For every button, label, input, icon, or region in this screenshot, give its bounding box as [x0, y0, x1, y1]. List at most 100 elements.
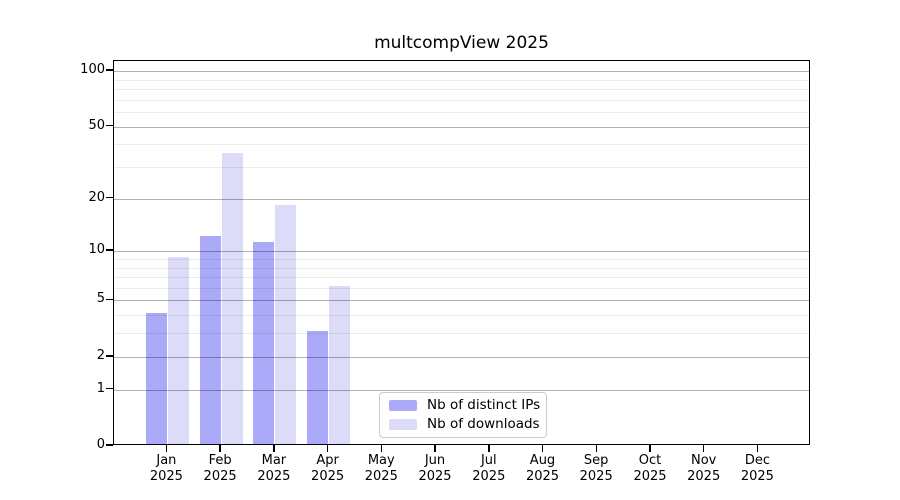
month-name-sep: Sep — [583, 453, 609, 468]
x-tick-oct — [649, 445, 651, 452]
x-tick-label-aug: Aug 2025 — [515, 453, 571, 484]
month-year-mar: 2025 — [257, 468, 291, 484]
month-name-oct: Oct — [638, 453, 662, 468]
gridline-minor-40 — [114, 144, 809, 146]
month-year-sep: 2025 — [579, 468, 613, 484]
gridline-minor-90 — [114, 79, 809, 81]
y-tick-1 — [106, 387, 113, 390]
month-year-jun: 2025 — [418, 468, 452, 484]
month-year-feb: 2025 — [203, 468, 237, 484]
month-name-aug: Aug — [529, 453, 556, 468]
y-tick-label-50: 50 — [88, 117, 105, 133]
x-tick-label-jul: Jul 2025 — [461, 453, 517, 484]
x-tick-label-sep: Sep 2025 — [568, 453, 624, 484]
bar-nb-of-downloads-jan — [167, 256, 189, 444]
legend-swatch-distinct-ips — [389, 400, 417, 411]
x-tick-label-jun: Jun 2025 — [407, 453, 463, 484]
month-year-jan: 2025 — [149, 468, 183, 484]
month-name-dec: Dec — [744, 453, 770, 468]
x-tick-label-dec: Dec 2025 — [729, 453, 785, 484]
month-name-nov: Nov — [691, 453, 717, 468]
month-year-apr: 2025 — [311, 468, 345, 484]
gridline-minor-4 — [114, 315, 809, 317]
x-tick-mar — [273, 445, 275, 452]
gridline-minor-70 — [114, 99, 809, 101]
x-tick-aug — [541, 445, 544, 452]
gridline-minor-60 — [114, 112, 809, 113]
month-year-dec: 2025 — [740, 468, 774, 484]
y-tick-0 — [106, 444, 113, 446]
x-tick-label-oct: Oct 2025 — [622, 453, 678, 484]
plot-area: Nb of distinct IPs Nb of downloads — [113, 60, 810, 445]
bar-nb-of-distinct-ips-feb — [199, 235, 221, 444]
month-name-may: May — [367, 453, 395, 468]
x-tick-label-may: May 2025 — [353, 453, 409, 484]
y-tick-10 — [106, 249, 113, 251]
legend-item-distinct-ips: Nb of distinct IPs — [389, 397, 541, 413]
x-tick-label-feb: Feb 2025 — [192, 453, 248, 484]
y-tick-50 — [106, 124, 113, 127]
month-year-nov: 2025 — [687, 468, 721, 484]
month-year-oct: 2025 — [633, 468, 667, 484]
bar-nb-of-distinct-ips-apr — [307, 331, 329, 444]
y-tick-label-20: 20 — [88, 189, 105, 205]
gridline-minor-30 — [114, 167, 809, 168]
y-tick-label-2: 2 — [96, 347, 105, 363]
month-year-may: 2025 — [364, 468, 398, 484]
x-tick-label-apr: Apr 2025 — [300, 453, 356, 484]
chart-title: multcompView 2025 — [374, 33, 549, 53]
month-name-jul: Jul — [480, 453, 497, 468]
y-tick-100 — [106, 69, 113, 71]
month-name-feb: Feb — [208, 453, 232, 468]
x-tick-feb — [219, 445, 221, 452]
y-tick-20 — [106, 196, 113, 199]
gridline-minor-8 — [114, 267, 809, 269]
gridline-minor-7 — [114, 277, 809, 278]
legend-label-downloads: Nb of downloads — [427, 416, 540, 432]
y-tick-label-0: 0 — [96, 437, 105, 452]
month-year-aug: 2025 — [525, 468, 560, 484]
bar-nb-of-distinct-ips-jan — [145, 313, 167, 444]
bar-nb-of-downloads-apr — [329, 285, 351, 444]
y-tick-2 — [106, 355, 113, 357]
legend-label-distinct-ips: Nb of distinct IPs — [427, 397, 541, 413]
x-tick-dec — [756, 445, 759, 452]
gridline-major-20 — [114, 198, 809, 200]
month-name-mar: Mar — [261, 453, 287, 468]
month-name-jun: Jun — [424, 453, 446, 468]
x-tick-apr — [326, 445, 329, 452]
gridline-minor-9 — [114, 258, 809, 260]
gridline-major-50 — [114, 126, 809, 128]
legend-swatch-downloads — [389, 419, 417, 430]
gridline-minor-3 — [114, 333, 809, 335]
y-tick-5 — [106, 298, 113, 301]
gridline-minor-80 — [114, 89, 809, 90]
legend: Nb of distinct IPs Nb of downloads — [379, 392, 547, 438]
x-tick-jul — [488, 445, 490, 452]
x-tick-nov — [702, 445, 705, 452]
bar-nb-of-downloads-mar — [275, 204, 297, 444]
bar-nb-of-downloads-feb — [221, 152, 243, 444]
gridline-major-100 — [114, 71, 809, 72]
gridline-minor-6 — [114, 287, 809, 289]
x-tick-jan — [165, 445, 168, 452]
x-tick-label-nov: Nov 2025 — [676, 453, 732, 484]
bars-layer — [114, 61, 809, 444]
y-tick-label-5: 5 — [96, 291, 105, 307]
month-name-jan: Jan — [156, 453, 177, 468]
x-tick-sep — [595, 445, 597, 452]
gridline-major-5 — [114, 300, 809, 302]
gridline-major-2 — [114, 356, 809, 358]
gridline-major-1 — [114, 389, 809, 391]
month-name-apr: Apr — [316, 453, 339, 468]
month-year-jul: 2025 — [472, 468, 506, 484]
x-tick-may — [380, 445, 383, 452]
x-tick-jun — [434, 445, 436, 452]
gridlines-layer — [114, 61, 809, 444]
y-tick-label-1: 1 — [96, 380, 105, 396]
x-tick-label-jan: Jan 2025 — [138, 453, 194, 484]
y-tick-label-10: 10 — [88, 242, 105, 258]
x-tick-label-mar: Mar 2025 — [246, 453, 302, 484]
legend-item-downloads: Nb of downloads — [389, 416, 540, 432]
